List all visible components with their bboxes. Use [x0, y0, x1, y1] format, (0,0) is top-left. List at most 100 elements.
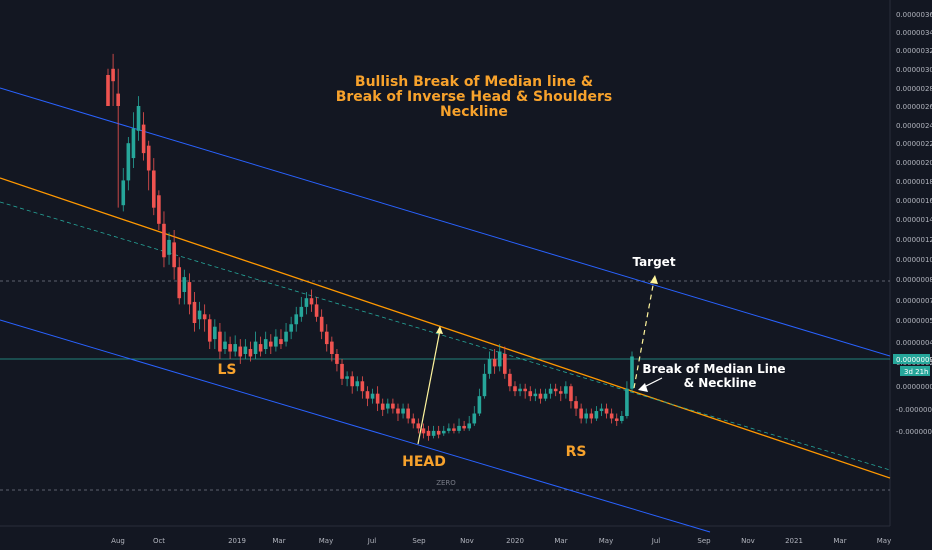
- candle-body: [604, 408, 609, 414]
- candle-body: [564, 386, 568, 394]
- candle-body: [263, 339, 268, 350]
- horizontal-lines: [0, 280, 890, 491]
- price-tick-label: -0.00000007: [896, 406, 932, 414]
- candle-body: [330, 341, 334, 354]
- candle-body: [620, 416, 624, 421]
- candle-body: [441, 430, 446, 434]
- candle-body: [360, 381, 365, 392]
- candle-body: [172, 242, 176, 268]
- annotation-break-line2: & Neckline: [684, 376, 757, 390]
- candle-body: [553, 388, 558, 392]
- last-price-value: 0.00000098: [896, 356, 932, 364]
- candle-body: [584, 413, 589, 419]
- time-tick-label: Jul: [651, 537, 661, 545]
- candle-body: [599, 408, 604, 412]
- candle-body: [401, 408, 405, 414]
- candle-body: [340, 363, 344, 379]
- candle-body: [248, 349, 253, 357]
- median-line: [0, 177, 891, 479]
- candle-body: [218, 331, 222, 352]
- annotation-head: HEAD: [402, 454, 446, 470]
- candle-body: [350, 376, 354, 387]
- candle-body: [416, 423, 421, 429]
- price-tick-label: 0.00000085: [896, 276, 932, 284]
- time-axis-ticks: Aug Oct 2019 Mar May Jul Sep Nov 2020 Mar May Jul Se…: [111, 537, 891, 545]
- candle-body: [131, 128, 136, 159]
- candle-body: [228, 344, 232, 352]
- time-tick-label: Aug: [111, 537, 125, 545]
- candle-body: [579, 408, 583, 419]
- upper-channel-line: [0, 87, 891, 357]
- candle-body: [533, 393, 538, 397]
- candle-body: [569, 386, 573, 402]
- candle-body: [391, 403, 395, 409]
- annotation-rs: RS: [566, 444, 587, 460]
- time-tick-label: 2019: [228, 537, 246, 545]
- price-tick-label: 0.00000009: [896, 383, 932, 391]
- time-tick-label: Nov: [460, 537, 474, 545]
- time-tick-label: Mar: [272, 537, 285, 545]
- time-tick-label: Mar: [554, 537, 567, 545]
- candle-body: [299, 306, 304, 317]
- candle-body: [472, 413, 477, 424]
- candle-body: [111, 68, 115, 82]
- candle-body: [523, 388, 527, 392]
- last-price-tag[interactable]: 0.00000098 3d 21h: [893, 354, 932, 376]
- candle-body: [518, 388, 522, 392]
- time-tick-label: May: [877, 537, 891, 545]
- candle-body: [213, 326, 217, 340]
- candle-body: [126, 143, 131, 181]
- time-tick-label: Sep: [697, 537, 711, 545]
- annotation-title-line3: Neckline: [440, 104, 508, 120]
- candle-body: [253, 341, 258, 354]
- candle-body: [365, 391, 370, 399]
- candle-body: [462, 425, 466, 429]
- candle-body: [614, 418, 619, 421]
- candle-body: [197, 310, 202, 320]
- lower-channel-line: [0, 319, 711, 533]
- candle-body: [294, 314, 299, 325]
- candle-body: [477, 396, 482, 414]
- candle-body: [116, 93, 120, 106]
- annotation-ls: LS: [217, 362, 236, 378]
- candle-body: [452, 428, 456, 431]
- candle-body: [528, 391, 533, 397]
- candle-body: [314, 304, 319, 317]
- candle-body: [202, 314, 207, 320]
- candle-body: [258, 344, 263, 352]
- candle-body: [370, 393, 375, 399]
- price-tick-label: 0.00000055: [896, 317, 932, 325]
- candle-body: [192, 301, 197, 323]
- annotation-title-line2: Break of Inverse Head & Shoulders: [336, 89, 613, 105]
- annotation-target: Target: [632, 255, 675, 269]
- candle-body: [319, 316, 324, 332]
- candle-body: [492, 358, 497, 367]
- head-arrow: [417, 326, 443, 445]
- time-tick-label: Sep: [412, 537, 426, 545]
- countdown-value: 3d 21h: [904, 368, 928, 376]
- candle-body: [543, 393, 548, 399]
- candle-body: [268, 341, 273, 347]
- candle-body: [386, 403, 390, 409]
- candle-body: [431, 430, 436, 436]
- candle-body: [162, 223, 166, 258]
- candle-body: [467, 423, 472, 429]
- candle-body: [136, 106, 141, 131]
- candle-body: [594, 411, 599, 419]
- time-tick-label: Oct: [153, 537, 165, 545]
- candle-body: [497, 351, 502, 367]
